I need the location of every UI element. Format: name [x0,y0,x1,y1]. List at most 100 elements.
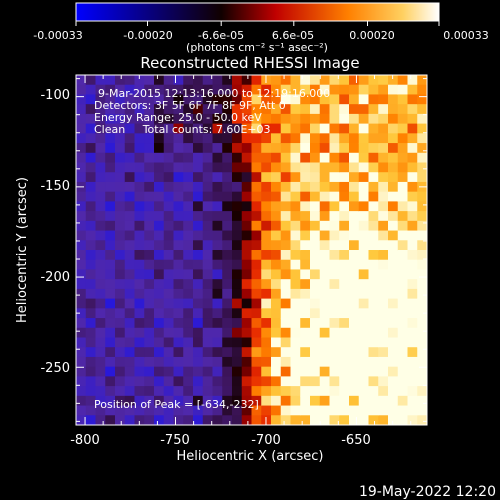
heatmap-cell [144,269,155,280]
heatmap-cell [417,220,427,232]
heatmap-cell [163,405,175,416]
heatmap-cell [300,133,311,144]
heatmap-cell [417,201,427,212]
heatmap-cell [212,366,223,377]
heatmap-cell [358,201,370,212]
heatmap-cell [280,162,292,173]
heatmap-cell [144,191,155,202]
heatmap-cell [397,269,409,280]
heatmap-cell [329,113,340,125]
heatmap-cell [290,162,301,173]
heatmap-cell [144,211,155,222]
heatmap-cell [349,104,360,115]
heatmap-cell [397,259,409,271]
heatmap-cell [251,308,262,319]
heatmap-cell [85,211,97,222]
heatmap-cell [280,259,292,271]
heatmap-cell [173,133,184,144]
heatmap-cell [202,395,214,407]
heatmap-cell [290,240,301,251]
colorbar-tick-label: 0.00020 [349,29,395,42]
heatmap-cell [241,84,253,96]
heatmap-cell [300,113,311,125]
heatmap-cell [397,327,409,339]
heatmap-cell [222,376,233,387]
heatmap-cell [183,94,194,105]
heatmap-cell [85,288,97,300]
heatmap-cell [319,211,331,222]
heatmap-cell [144,143,155,154]
heatmap-cell [183,75,194,86]
heatmap-cell [358,318,370,329]
heatmap-cell [349,415,360,425]
heatmap-cell [163,386,175,397]
heatmap-cell [144,288,155,300]
x-axis-label: Heliocentric X (arcsec) [177,449,324,464]
heatmap-cell [134,191,145,202]
heatmap-cell [271,84,282,96]
chart-title: Reconstructed RHESSI Image [140,54,359,72]
heatmap-cell [173,191,184,202]
heatmap-cell [358,230,370,241]
heatmap-cell [134,220,145,232]
heatmap-cell [319,133,331,144]
heatmap-cell [105,133,116,144]
heatmap-cell [290,356,301,368]
heatmap-cell [378,113,389,125]
heatmap-cell [124,162,136,173]
heatmap-cell [95,143,106,154]
heatmap-cell [407,172,418,183]
heatmap-cell [271,366,282,377]
heatmap-cell [222,318,233,329]
heatmap-cell [319,366,331,377]
heatmap-cell [349,356,360,368]
heatmap-cell [397,337,409,348]
heatmap-cell [349,347,360,358]
heatmap-cell [310,386,321,397]
heatmap-cell [271,327,282,339]
heatmap-cell [349,220,360,232]
heatmap-cell [85,191,97,202]
heatmap-cell [300,84,311,96]
heatmap-cell [241,366,253,377]
heatmap-cell [368,191,379,202]
heatmap-cell [329,172,340,183]
heatmap-cell [115,133,126,144]
heatmap-cell [319,84,331,96]
heatmap-cell [378,172,389,183]
heatmap-cell [232,405,243,416]
heatmap-cell [163,259,175,271]
colorbar-unit-label: (photons cm⁻² s⁻¹ asec⁻²) [186,41,328,54]
heatmap-cell [124,191,136,202]
heatmap-cell [202,308,214,319]
heatmap-cell [115,143,126,154]
heatmap-cell [105,415,116,425]
heatmap-cell [280,366,292,377]
heatmap-cell [193,395,204,407]
heatmap-cell [212,172,223,183]
heatmap-cell [134,327,145,339]
heatmap-cell [85,152,97,164]
heatmap-cell [105,152,116,164]
heatmap-cell [232,376,243,387]
heatmap-cell [124,259,136,271]
heatmap-cell [85,104,97,115]
heatmap-cell [329,240,340,251]
heatmap-cell [144,366,155,377]
heatmap-cell [349,308,360,319]
heatmap-cell [241,386,253,397]
heatmap-cell [300,240,311,251]
heatmap-cell [300,308,311,319]
heatmap-cell [319,143,331,154]
heatmap-cell [417,405,427,416]
heatmap-cell [271,347,282,358]
heatmap-cell [173,172,184,183]
heatmap-cell [388,347,399,358]
heatmap-cell [193,211,204,222]
heatmap-cell [183,211,194,222]
colorbar-tick-label: -6.6e-05 [198,29,244,42]
heatmap-cell [397,123,409,134]
heatmap-cell [202,356,214,368]
heatmap-cell [85,113,97,125]
heatmap-cell [124,337,136,348]
